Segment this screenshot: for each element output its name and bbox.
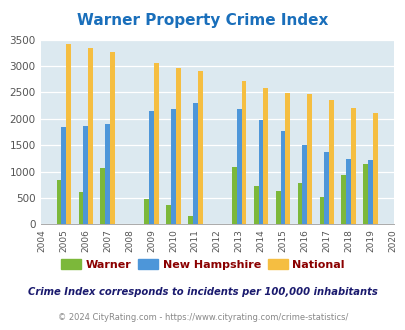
- Bar: [319, 197, 324, 224]
- Bar: [350, 108, 355, 224]
- Bar: [78, 192, 83, 224]
- Text: © 2024 CityRating.com - https://www.cityrating.com/crime-statistics/: © 2024 CityRating.com - https://www.city…: [58, 313, 347, 322]
- Bar: [302, 145, 307, 224]
- Bar: [372, 113, 377, 224]
- Bar: [345, 159, 350, 224]
- Bar: [341, 175, 345, 224]
- Bar: [166, 205, 171, 224]
- Bar: [236, 109, 241, 224]
- Bar: [88, 48, 93, 224]
- Bar: [149, 111, 153, 224]
- Bar: [110, 52, 115, 224]
- Bar: [105, 124, 110, 224]
- Bar: [61, 127, 66, 224]
- Bar: [280, 131, 285, 224]
- Bar: [57, 180, 61, 224]
- Bar: [144, 199, 149, 224]
- Bar: [307, 94, 311, 224]
- Text: Warner Property Crime Index: Warner Property Crime Index: [77, 13, 328, 28]
- Bar: [328, 100, 333, 224]
- Bar: [197, 71, 202, 224]
- Bar: [66, 44, 71, 224]
- Bar: [258, 120, 263, 224]
- Bar: [253, 186, 258, 224]
- Bar: [171, 109, 175, 224]
- Bar: [275, 191, 280, 224]
- Bar: [175, 68, 180, 224]
- Bar: [241, 81, 246, 224]
- Bar: [362, 164, 367, 224]
- Bar: [263, 88, 268, 224]
- Text: Crime Index corresponds to incidents per 100,000 inhabitants: Crime Index corresponds to incidents per…: [28, 287, 377, 297]
- Bar: [285, 93, 290, 224]
- Bar: [367, 160, 372, 224]
- Bar: [153, 63, 158, 224]
- Bar: [324, 152, 328, 224]
- Bar: [188, 216, 192, 224]
- Bar: [83, 126, 88, 224]
- Bar: [192, 103, 197, 224]
- Legend: Warner, New Hampshire, National: Warner, New Hampshire, National: [57, 255, 348, 274]
- Bar: [100, 168, 105, 224]
- Bar: [297, 183, 302, 224]
- Bar: [231, 167, 236, 224]
